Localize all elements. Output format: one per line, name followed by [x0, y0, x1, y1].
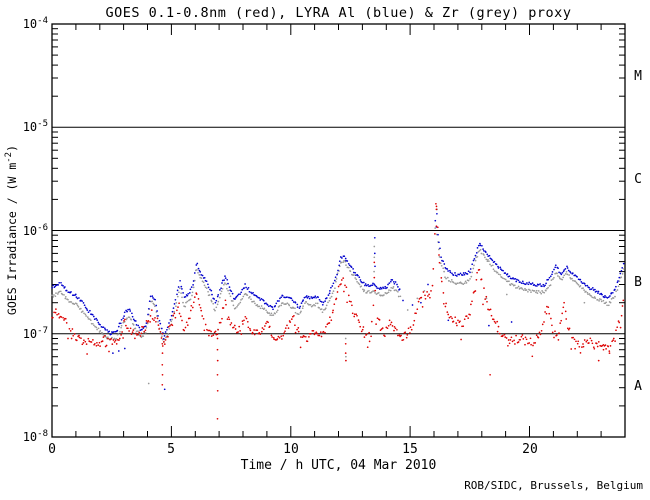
y-tick-1e-8: 10-8: [22, 429, 48, 444]
x-tick-0: 0: [48, 442, 56, 457]
flare-class-a-label: A: [634, 379, 642, 394]
flare-class-b-label: B: [634, 275, 642, 290]
plot-title: GOES 0.1-0.8nm (red), LYRA Al (blue) & Z…: [105, 5, 572, 21]
y-axis-label-exponent: -2: [4, 151, 14, 163]
x-tick-20: 20: [522, 442, 538, 457]
y-tick-1e-4: 10-4: [22, 16, 48, 31]
x-tick-10: 10: [283, 442, 299, 457]
y-tick-1e-6: 10-6: [22, 223, 48, 238]
x-tick-5: 5: [167, 442, 175, 457]
flare-class-c-label: C: [634, 172, 642, 187]
x-tick-15: 15: [402, 442, 418, 457]
y-tick-1e-5: 10-5: [22, 119, 48, 134]
y-axis-label-text: GOES Irradiance / (W m: [4, 162, 19, 316]
x-axis-label: Time / h UTC, 04 Mar 2010: [240, 458, 437, 473]
y-axis-label-close: ): [4, 144, 19, 152]
credit-text: ROB/SIDC, Brussels, Belgium: [464, 479, 643, 492]
y-tick-1e-7: 10-7: [22, 326, 48, 341]
flare-class-m-label: M: [634, 69, 642, 84]
